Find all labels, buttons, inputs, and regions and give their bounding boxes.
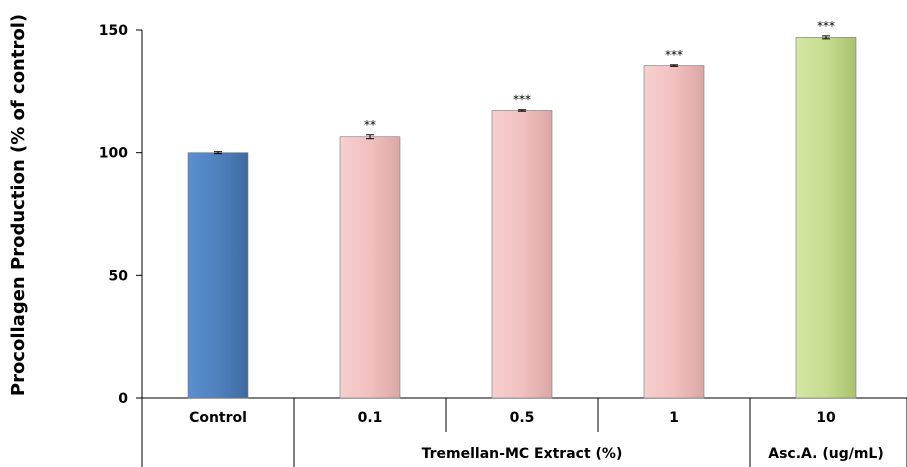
x-category-label: 0.1 — [358, 410, 383, 426]
significance-marker: *** — [817, 19, 835, 33]
y-tick-label: 150 — [99, 23, 128, 39]
bar-0-1 — [339, 136, 401, 399]
x-category-label: 1 — [669, 410, 679, 426]
x-group-label: Asc.A. (ug/mL) — [768, 446, 883, 462]
bar-control — [187, 152, 249, 399]
x-category-label: 10 — [816, 410, 836, 426]
x-group-label: Tremellan-MC Extract (%) — [422, 446, 623, 462]
y-ticks: 0 50 100 150 — [99, 23, 142, 407]
category-table: Control 0.1 0.5 1 10 Tremellan-MC Extract (%)… — [141, 398, 907, 467]
x-category-label: 0.5 — [510, 410, 535, 426]
significance-marker: ** — [364, 118, 376, 132]
y-tick-label: 50 — [109, 268, 129, 284]
y-axis-label: Procollagen Production (% of control) — [8, 14, 29, 396]
y-tick-label: 0 — [118, 391, 128, 407]
significance-marker: *** — [513, 93, 531, 107]
significance-marker: *** — [665, 48, 683, 62]
x-category-label: Control — [189, 410, 247, 426]
y-tick-label: 100 — [99, 146, 128, 162]
bar-0-5 — [491, 110, 553, 399]
bar-10 — [795, 37, 857, 399]
bars: *********** — [187, 19, 857, 399]
bar-1 — [643, 65, 705, 399]
